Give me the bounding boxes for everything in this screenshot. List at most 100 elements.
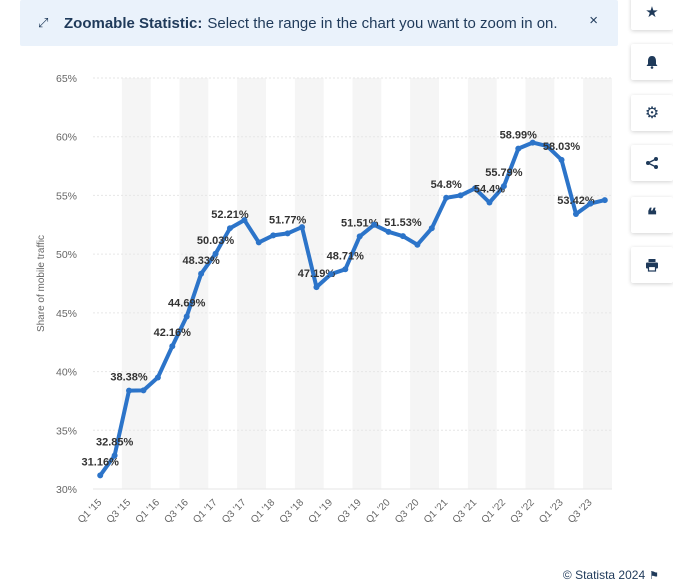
data-label: 51.51%: [341, 217, 379, 229]
data-label: 38.38%: [110, 372, 148, 384]
share-icon: [646, 157, 658, 169]
x-tick-label: Q1 '22: [480, 497, 509, 526]
data-point: [97, 472, 104, 479]
x-tick-label: Q1 '23: [537, 497, 566, 526]
favorite-button[interactable]: ★: [631, 0, 673, 30]
x-tick-label: Q3 '20: [393, 497, 422, 526]
cite-button[interactable]: ❝: [631, 197, 673, 233]
data-label: 47.19%: [298, 268, 336, 280]
plot-band: [352, 78, 382, 489]
plot-band: [467, 78, 497, 489]
data-point: [226, 225, 233, 232]
x-tick-label: Q3 '18: [278, 497, 307, 526]
x-tick-label: Q1 '16: [134, 497, 163, 526]
data-point: [313, 284, 320, 291]
flag-icon[interactable]: ⚑: [649, 569, 659, 582]
print-icon: [646, 259, 658, 272]
data-label: 54.8%: [431, 179, 462, 191]
data-label: 32.85%: [96, 437, 134, 449]
data-point: [140, 387, 147, 394]
x-tick-label: Q1 '20: [364, 497, 393, 526]
x-tick-label: Q3 '17: [220, 497, 249, 526]
gear-icon: ⚙: [644, 105, 660, 122]
data-point: [558, 156, 565, 163]
x-tick-label: Q1 '19: [307, 497, 336, 526]
data-point: [457, 192, 464, 199]
zoom-banner: ⤢ Zoomable Statistic: Select the range i…: [20, 0, 618, 46]
y-tick-label: 50%: [56, 249, 77, 261]
data-point: [371, 221, 378, 228]
data-point: [500, 183, 507, 190]
star-icon: ★: [645, 4, 659, 21]
data-point: [270, 232, 277, 239]
footer: © Statista 2024 ⚑: [563, 568, 659, 582]
x-tick-label: Q1 '18: [249, 497, 278, 526]
data-point: [529, 139, 536, 146]
data-point: [212, 250, 219, 257]
data-point: [111, 452, 118, 459]
data-point: [356, 233, 363, 240]
y-tick-label: 45%: [56, 308, 77, 320]
expand-icon: ⤢: [38, 15, 49, 30]
y-tick-label: 55%: [56, 190, 77, 202]
data-point: [241, 217, 248, 224]
data-point: [255, 239, 262, 246]
data-label: 50.03%: [197, 235, 235, 247]
data-label: 42.16%: [154, 327, 192, 339]
plot-band: [237, 78, 266, 489]
quote-icon: ❝: [647, 204, 657, 225]
banner-title: Zoomable Statistic:: [64, 14, 203, 32]
x-tick-label: Q3 '22: [508, 497, 537, 526]
data-label: 58.99%: [500, 130, 538, 142]
data-point: [601, 197, 608, 204]
x-tick-label: Q3 '19: [335, 497, 364, 526]
plot-band: [583, 78, 612, 489]
data-point: [198, 270, 205, 277]
statista-credit[interactable]: © Statista 2024: [562, 568, 646, 582]
share-button[interactable]: [631, 145, 673, 181]
data-point: [414, 241, 421, 248]
x-tick-label: Q3 '15: [105, 497, 134, 526]
x-tick-label: Q3 '21: [451, 497, 480, 526]
x-tick-label: Q3 '16: [162, 497, 191, 526]
data-point: [183, 313, 190, 320]
data-point: [587, 200, 594, 207]
y-tick-label: 60%: [56, 132, 77, 144]
x-tick-label: Q3 '23: [566, 497, 595, 526]
y-tick-label: 40%: [56, 367, 77, 379]
data-point: [472, 185, 479, 192]
settings-button[interactable]: ⚙: [631, 95, 673, 131]
close-icon[interactable]: ×: [589, 12, 598, 29]
data-point: [327, 271, 334, 278]
data-label: 54.4%: [474, 183, 505, 195]
data-point: [284, 230, 291, 237]
data-point: [342, 266, 349, 273]
data-point: [544, 143, 551, 150]
plot-band: [121, 78, 151, 489]
data-label: 48.71%: [327, 250, 365, 262]
data-point: [126, 387, 133, 394]
data-point: [399, 233, 406, 240]
notification-button[interactable]: [631, 44, 673, 80]
y-tick-label: 65%: [56, 73, 77, 85]
data-point: [515, 145, 522, 152]
data-point: [299, 224, 306, 231]
x-tick-label: Q1 '21: [422, 497, 451, 526]
data-label: 52.21%: [211, 209, 249, 221]
data-point: [486, 199, 493, 206]
data-label: 44.69%: [168, 297, 206, 309]
plot-band: [179, 78, 209, 489]
data-point: [572, 210, 579, 217]
data-point: [428, 225, 435, 232]
data-label: 53.42%: [557, 195, 595, 207]
data-label: 58.03%: [543, 141, 581, 153]
y-axis-label: Share of mobile traffic: [36, 235, 47, 332]
plot-band: [410, 78, 439, 489]
x-tick-label: Q1 '17: [191, 497, 220, 526]
data-point: [385, 228, 392, 235]
data-label: 55.79%: [485, 167, 523, 179]
data-point: [154, 374, 161, 381]
print-button[interactable]: [631, 247, 673, 283]
x-tick-label: Q1 '15: [76, 497, 105, 526]
